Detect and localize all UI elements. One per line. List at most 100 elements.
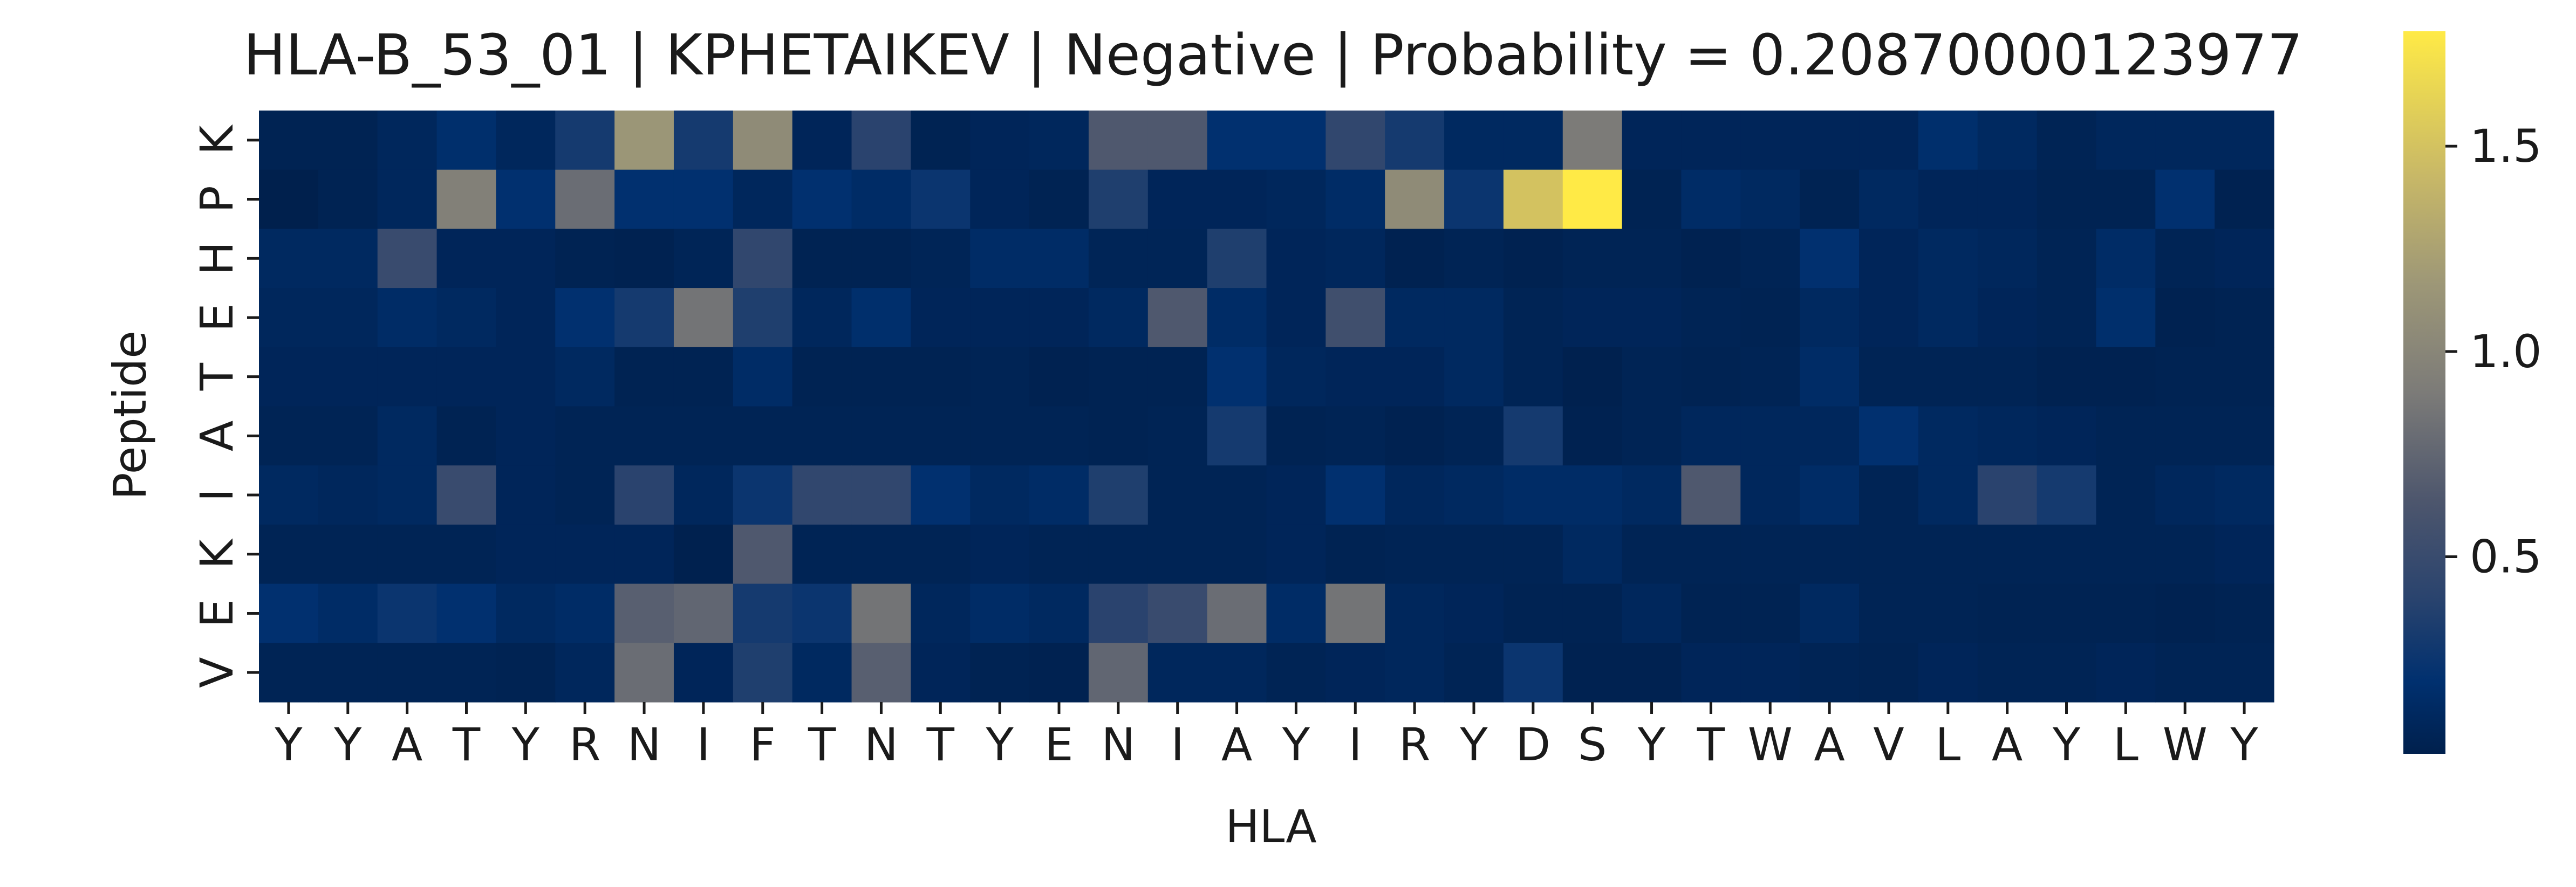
heatmap-cell [1859,169,1919,229]
x-tick-label: R [1399,718,1430,771]
heatmap-cell [2037,406,2097,466]
heatmap-cell [733,229,793,288]
heatmap-cell [1266,465,1326,525]
heatmap-cell [733,524,793,585]
heatmap-cell [1562,583,1623,643]
heatmap-cell [1444,406,1504,466]
heatmap-cell [1147,229,1208,288]
x-tick-label: Y [274,718,303,771]
heatmap-cell [2215,524,2274,585]
heatmap-cell [377,288,438,348]
heatmap-cell [259,583,319,643]
heatmap-cell [733,406,793,466]
heatmap-cell [614,288,674,348]
heatmap-cell [259,524,319,585]
heatmap-cell [1266,643,1326,703]
heatmap-cell [1385,524,1445,585]
heatmap-cell [1800,465,1860,525]
x-tick-label: I [697,718,710,771]
heatmap-cell [318,347,378,407]
heatmap-cell [2155,229,2215,288]
heatmap-cell [259,347,319,407]
heatmap-cell [614,643,674,703]
x-tick-label: N [627,718,661,771]
heatmap-cell [1503,406,1563,466]
heatmap-cell [377,406,438,466]
heatmap-cell [2096,524,2156,585]
heatmap-cell [1088,524,1149,585]
heatmap-cell [1622,406,1682,466]
heatmap-cell [1977,524,2038,585]
heatmap-cell [1562,288,1623,348]
heatmap-cell [614,465,674,525]
heatmap-cell [1859,583,1919,643]
heatmap-cell [2037,643,2097,703]
heatmap-cell [1918,583,1978,643]
heatmap-cell [1800,111,1860,170]
heatmap-cell [2096,169,2156,229]
heatmap-cell [851,111,911,170]
heatmap-cell [1385,347,1445,407]
heatmap-cell [1503,643,1563,703]
heatmap-cell [1444,524,1504,585]
heatmap-cell [2037,347,2097,407]
heatmap-cell [318,643,378,703]
heatmap-cell [1266,169,1326,229]
heatmap-cell [733,643,793,703]
heatmap-cell [1266,229,1326,288]
heatmap-cell [318,406,378,466]
heatmap-cell [496,111,556,170]
heatmap-cell [1977,169,2038,229]
heatmap-cell [1207,643,1267,703]
heatmap-cell [555,347,615,407]
heatmap-cell [911,406,971,466]
heatmap-cell [318,288,378,348]
heatmap-cell [970,406,1030,466]
heatmap-cell [2037,169,2097,229]
heatmap-cell [1800,583,1860,643]
heatmap-cell [1207,288,1267,348]
heatmap-cell [1622,583,1682,643]
heatmap-cell [970,229,1030,288]
x-tick-label: D [1515,718,1550,771]
heatmap-cell [1918,406,1978,466]
colorbar-tick-label: 1.0 [2470,325,2542,378]
heatmap-cell [1325,288,1385,348]
heatmap-cells [259,111,2274,703]
x-tick-label: A [1992,718,2022,771]
heatmap-cell [1918,643,1978,703]
x-tick-label: Y [1637,718,1666,771]
heatmap-cell [1385,288,1445,348]
heatmap-cell [911,465,971,525]
heatmap-cell [1147,583,1208,643]
heatmap-cell [1088,465,1149,525]
heatmap-cell [1325,643,1385,703]
heatmap-cell [1088,229,1149,288]
heatmap-cell [1029,111,1089,170]
heatmap-cell [318,111,378,170]
heatmap-cell [1622,465,1682,525]
heatmap-cell [1622,288,1682,348]
heatmap-cell [911,288,971,348]
heatmap-cell [970,288,1030,348]
y-tick-label: K [190,124,243,155]
heatmap-cell [1859,643,1919,703]
heatmap-cell [259,465,319,525]
heatmap-cell [792,347,852,407]
heatmap-cell [2096,288,2156,348]
heatmap-cell [1029,229,1089,288]
heatmap-cell [792,229,852,288]
heatmap-cell [1859,229,1919,288]
heatmap-cell [1029,643,1089,703]
heatmap-cell [1444,229,1504,288]
heatmap-cell [1740,524,1800,585]
heatmap-cell [1740,643,1800,703]
heatmap-cell [1622,111,1682,170]
heatmap-cell [496,583,556,643]
colorbar-tick-label: 0.5 [2470,531,2542,583]
heatmap-cell [1681,347,1741,407]
heatmap-cell [377,524,438,585]
heatmap-cell [1562,347,1623,407]
heatmap-cell [1918,347,1978,407]
